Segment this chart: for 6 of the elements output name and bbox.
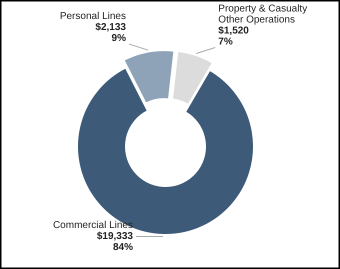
slice-label: Personal Lines — [60, 11, 126, 22]
data-label: $1,520 7% — [218, 25, 250, 48]
slice-label: Commercial Lines — [52, 220, 133, 231]
slice-label: Property & Casualty Other Operations — [218, 3, 308, 26]
data-label: $2,133 9% — [95, 22, 126, 44]
data-label: $19,333 84% — [96, 230, 134, 253]
